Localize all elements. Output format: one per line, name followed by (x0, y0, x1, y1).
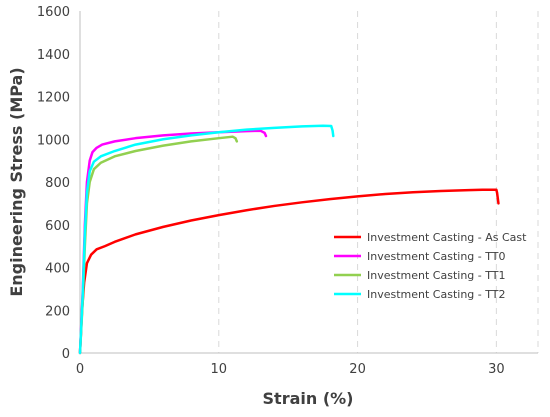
y-tick-label: 800 (45, 176, 70, 191)
x-tick-label: 10 (211, 362, 228, 377)
y-tick-label: 0 (62, 347, 70, 362)
y-tick-label: 400 (45, 262, 70, 277)
x-tick-label: 0 (76, 362, 84, 377)
legend-label: Investment Casting - TT0 (367, 250, 505, 263)
x-tick-label: 30 (488, 362, 505, 377)
x-axis-title: Strain (%) (263, 389, 354, 408)
series-line-3 (78, 135, 239, 355)
series-line-2 (78, 129, 268, 355)
y-tick-label: 600 (45, 219, 70, 234)
grid-layer (218, 11, 539, 353)
tick-labels-layer: 0 200 400 600 800 1000 1200 1400 1600 0 10 20 30 (37, 5, 505, 377)
series-layer (78, 124, 500, 355)
legend-label: Investment Casting - TT1 (367, 269, 505, 282)
x-tick-label: 20 (349, 362, 366, 377)
series-line-1 (78, 188, 500, 355)
y-tick-label: 200 (45, 304, 70, 319)
y-tick-label: 1400 (37, 48, 70, 63)
series-line-4 (78, 124, 335, 355)
y-axis-title: Engineering Stress (MPa) (7, 67, 26, 296)
legend-label: Investment Casting - TT2 (367, 288, 505, 301)
y-tick-label: 1000 (37, 133, 70, 148)
legend: Investment Casting - As Cast Investment C… (334, 231, 527, 301)
y-tick-label: 1200 (37, 91, 70, 106)
y-tick-label: 1600 (37, 5, 70, 20)
legend-label: Investment Casting - As Cast (367, 231, 527, 244)
axes-layer (79, 11, 538, 354)
